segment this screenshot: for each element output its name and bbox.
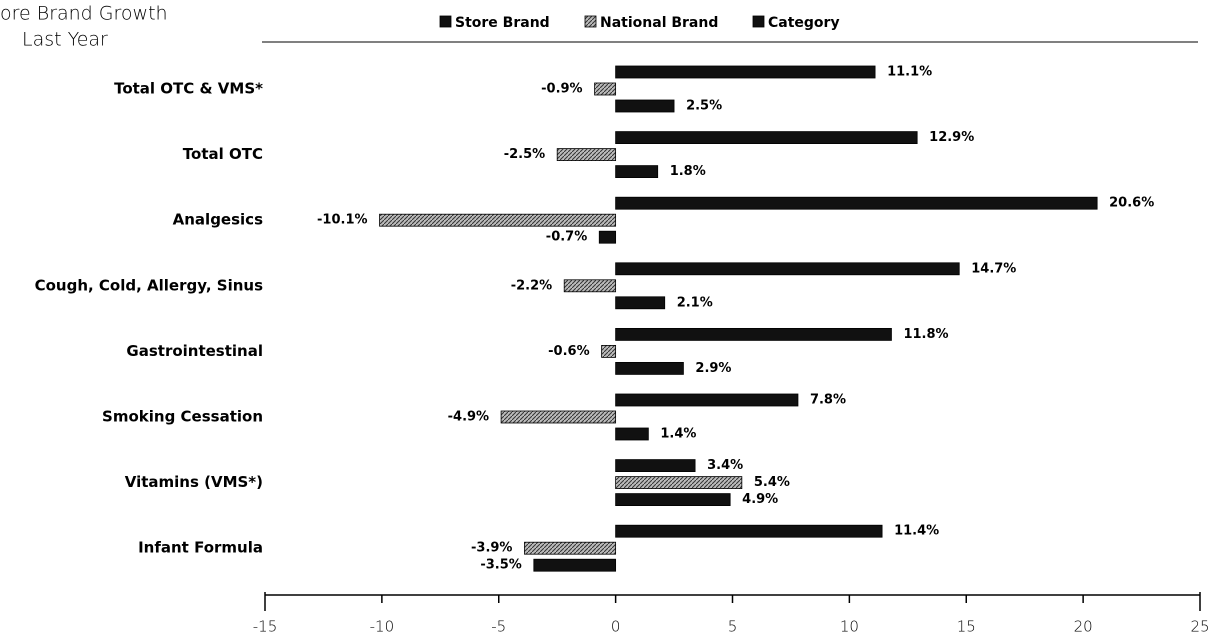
bar — [615, 427, 649, 441]
value-label: 11.8% — [903, 327, 948, 342]
value-label: 1.8% — [670, 164, 706, 179]
value-label: 4.9% — [742, 492, 778, 507]
bar — [601, 344, 617, 358]
chart-title: ore Brand Growth — [0, 3, 168, 25]
value-label: 11.1% — [887, 65, 932, 80]
value-label: -0.6% — [548, 344, 589, 359]
bar — [615, 493, 731, 507]
bar — [563, 279, 617, 293]
x-tick-label: 0 — [611, 618, 621, 634]
category-label: Analgesics — [173, 211, 263, 229]
value-label: 2.9% — [695, 361, 731, 376]
bar — [533, 558, 617, 572]
value-label: 12.9% — [929, 130, 974, 145]
legend-swatch — [752, 15, 765, 28]
bar — [379, 213, 617, 227]
value-label: -0.9% — [541, 82, 582, 97]
legend-label: Store Brand — [455, 15, 550, 31]
bar — [500, 410, 617, 424]
legend-swatch — [584, 15, 597, 28]
category-label: Gastrointestinal — [126, 342, 263, 360]
bar — [615, 99, 675, 113]
category-label: Vitamins (VMS*) — [125, 473, 263, 491]
bar — [615, 196, 1098, 210]
bar — [615, 296, 666, 310]
x-tick-label: 25 — [1190, 618, 1209, 634]
x-tick-label: 5 — [728, 618, 738, 634]
category-label: Total OTC & VMS* — [114, 80, 263, 98]
legend-label: National Brand — [600, 15, 718, 31]
value-label: 2.1% — [677, 295, 713, 310]
value-label: -2.5% — [504, 147, 545, 162]
legend-label: Category — [768, 15, 840, 31]
category-label: Smoking Cessation — [102, 408, 263, 426]
x-tick-label: -5 — [491, 618, 506, 634]
bar — [615, 131, 918, 145]
bar — [615, 262, 960, 276]
bar — [615, 327, 892, 341]
bar — [594, 82, 617, 96]
bar — [615, 459, 696, 473]
chart-subtitle: Last Year — [22, 29, 108, 51]
category-label: Cough, Cold, Allergy, Sinus — [35, 276, 263, 294]
value-label: 5.4% — [754, 475, 790, 490]
value-label: -10.1% — [317, 213, 368, 228]
x-tick-label: -15 — [253, 618, 278, 634]
bar — [615, 476, 743, 490]
x-tick-label: 10 — [840, 618, 859, 634]
value-label: -2.2% — [511, 278, 552, 293]
bar — [615, 65, 876, 79]
value-label: -0.7% — [546, 230, 587, 245]
value-label: 3.4% — [707, 458, 743, 473]
bar — [615, 393, 799, 407]
value-label: 2.5% — [686, 99, 722, 114]
value-label: 11.4% — [894, 524, 939, 539]
value-label: -4.9% — [448, 410, 489, 425]
bar — [615, 165, 659, 179]
x-tick-label: -10 — [370, 618, 395, 634]
x-tick-label: 15 — [957, 618, 976, 634]
value-label: -3.9% — [471, 541, 512, 556]
bar — [615, 361, 684, 375]
value-label: 1.4% — [660, 427, 696, 442]
bar — [598, 230, 617, 244]
bar — [556, 148, 617, 162]
bar — [524, 541, 617, 555]
category-label: Total OTC — [183, 145, 263, 163]
legend-swatch — [439, 15, 452, 28]
value-label: 7.8% — [810, 393, 846, 408]
value-label: 20.6% — [1109, 196, 1154, 211]
value-label: 14.7% — [971, 261, 1016, 276]
value-label: -3.5% — [480, 558, 521, 573]
category-label: Infant Formula — [138, 539, 263, 557]
x-tick-label: 20 — [1074, 618, 1093, 634]
bar — [615, 524, 883, 538]
